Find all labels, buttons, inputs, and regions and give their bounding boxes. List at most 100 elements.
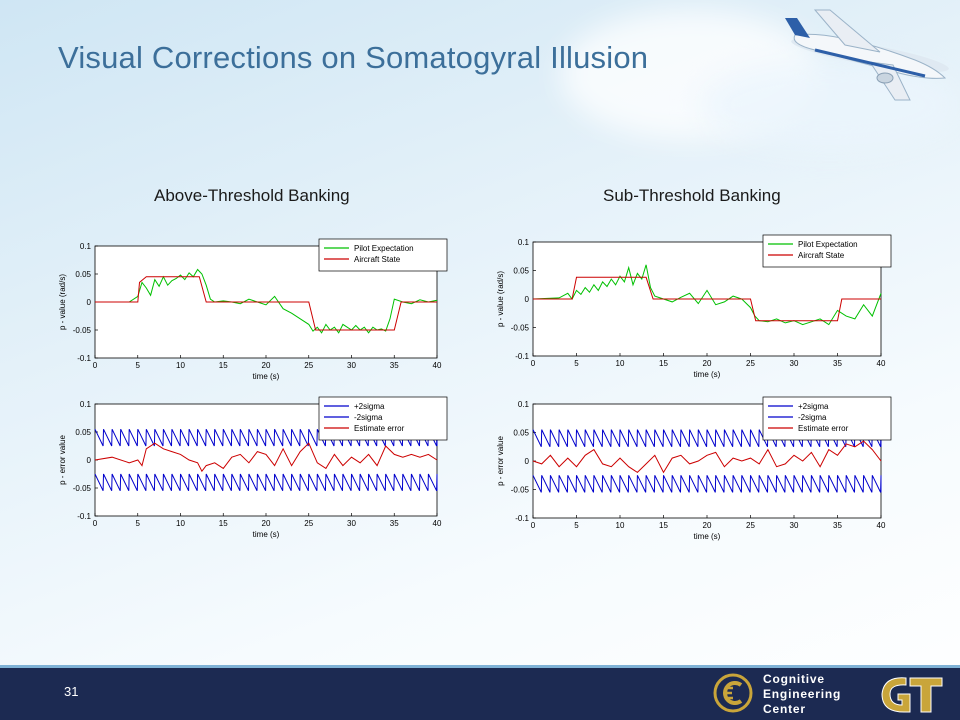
y-tick-label: 0 <box>87 456 92 465</box>
x-tick-label: 40 <box>877 521 886 530</box>
y-tick-label: 0.1 <box>80 400 92 409</box>
x-tick-label: 15 <box>219 361 228 370</box>
y-tick-label: 0.1 <box>518 238 530 247</box>
y-tick-label: 0 <box>525 457 530 466</box>
slide-title: Visual Corrections on Somatogyral Illusi… <box>58 40 649 75</box>
airplane-icon <box>785 9 949 101</box>
x-tick-label: 5 <box>574 359 579 368</box>
y-tick-label: -0.1 <box>77 354 91 363</box>
y-tick-label: 0.1 <box>518 400 530 409</box>
plot-area <box>532 403 882 519</box>
legend-label: +2sigma <box>798 402 829 411</box>
legend-label: Aircraft State <box>798 251 845 260</box>
legend-label: Estimate error <box>354 424 405 433</box>
logo-line-2: Engineering <box>763 687 842 701</box>
x-tick-label: 15 <box>659 521 668 530</box>
x-axis-label: time (s) <box>253 372 280 381</box>
x-tick-label: 40 <box>433 361 442 370</box>
y-tick-label: -0.1 <box>77 512 91 521</box>
y-tick-label: -0.05 <box>73 326 92 335</box>
legend-label: Pilot Expectation <box>354 244 414 253</box>
y-axis-label: p - value (rad/s) <box>496 271 505 327</box>
series-line <box>95 268 438 334</box>
legend-box <box>318 238 448 272</box>
plot-area <box>94 403 438 517</box>
x-tick-label: 5 <box>136 519 141 528</box>
footer-divider <box>0 665 960 668</box>
x-tick-label: 10 <box>176 361 185 370</box>
y-axis-label: p - error value <box>58 435 67 485</box>
left-heading: Above-Threshold Banking <box>154 186 350 205</box>
cec-logo-icon <box>713 673 753 713</box>
y-axis-label: p - value (rad/s) <box>58 274 67 330</box>
x-tick-label: 0 <box>93 519 98 528</box>
x-tick-label: 15 <box>659 359 668 368</box>
y-axis-label: p - error value <box>496 436 505 486</box>
legend-box <box>762 234 892 268</box>
x-tick-label: 20 <box>703 359 712 368</box>
x-tick-label: 30 <box>790 359 799 368</box>
cec-logo-text: Cognitive Engineering Center <box>763 672 841 717</box>
legend-label: Aircraft State <box>354 255 401 264</box>
plot-area <box>94 245 438 359</box>
legend-label: -2sigma <box>354 413 383 422</box>
x-tick-label: 25 <box>304 519 313 528</box>
x-tick-label: 40 <box>433 519 442 528</box>
x-tick-label: 10 <box>176 519 185 528</box>
legend-label: Estimate error <box>798 424 849 433</box>
gt-logo-icon <box>881 677 943 713</box>
x-tick-label: 15 <box>219 519 228 528</box>
y-tick-label: 0.05 <box>75 270 91 279</box>
x-tick-label: 40 <box>877 359 886 368</box>
x-tick-label: 25 <box>304 361 313 370</box>
legend-box <box>318 396 448 441</box>
x-tick-label: 0 <box>531 521 536 530</box>
x-tick-label: 5 <box>574 521 579 530</box>
logo-line-3: Center <box>763 702 806 716</box>
legend-label: +2sigma <box>354 402 385 411</box>
y-tick-label: -0.05 <box>511 486 530 495</box>
logo-line-1: Cognitive <box>763 672 825 686</box>
series-line <box>95 276 437 331</box>
series-line <box>532 264 882 326</box>
x-tick-label: 10 <box>616 521 625 530</box>
legend-label: -2sigma <box>798 413 827 422</box>
x-axis-label: time (s) <box>253 530 280 539</box>
y-tick-label: 0 <box>525 295 530 304</box>
y-tick-label: 0.05 <box>513 267 529 276</box>
x-tick-label: 0 <box>531 359 536 368</box>
series-line <box>94 428 438 447</box>
x-tick-label: 30 <box>347 519 356 528</box>
x-tick-label: 0 <box>93 361 98 370</box>
x-tick-label: 25 <box>746 359 755 368</box>
x-tick-label: 35 <box>390 519 399 528</box>
series-line <box>532 440 882 474</box>
y-tick-label: -0.1 <box>515 352 529 361</box>
plot-area <box>532 241 882 357</box>
y-tick-label: 0.1 <box>80 242 92 251</box>
legend-label: Pilot Expectation <box>798 240 858 249</box>
x-axis-label: time (s) <box>694 370 721 379</box>
x-tick-label: 20 <box>262 519 271 528</box>
y-tick-label: 0.05 <box>75 428 91 437</box>
x-tick-label: 30 <box>790 521 799 530</box>
y-tick-label: 0 <box>87 298 92 307</box>
x-axis-label: time (s) <box>694 532 721 541</box>
series-line <box>532 475 882 493</box>
right-heading: Sub-Threshold Banking <box>603 186 781 205</box>
y-tick-label: 0.05 <box>513 429 529 438</box>
y-tick-label: -0.05 <box>511 324 530 333</box>
x-tick-label: 35 <box>833 359 842 368</box>
series-line <box>94 473 438 492</box>
page-number: 31 <box>64 684 79 699</box>
x-tick-label: 30 <box>347 361 356 370</box>
footer-bar: 31 Cognitive Engineering Center <box>0 668 960 720</box>
x-tick-label: 5 <box>136 361 141 370</box>
x-tick-label: 25 <box>746 521 755 530</box>
series-line <box>532 429 882 448</box>
legend-box <box>762 396 892 441</box>
x-tick-label: 20 <box>703 521 712 530</box>
x-tick-label: 10 <box>616 359 625 368</box>
y-tick-label: -0.1 <box>515 514 529 523</box>
y-tick-label: -0.05 <box>73 484 92 493</box>
